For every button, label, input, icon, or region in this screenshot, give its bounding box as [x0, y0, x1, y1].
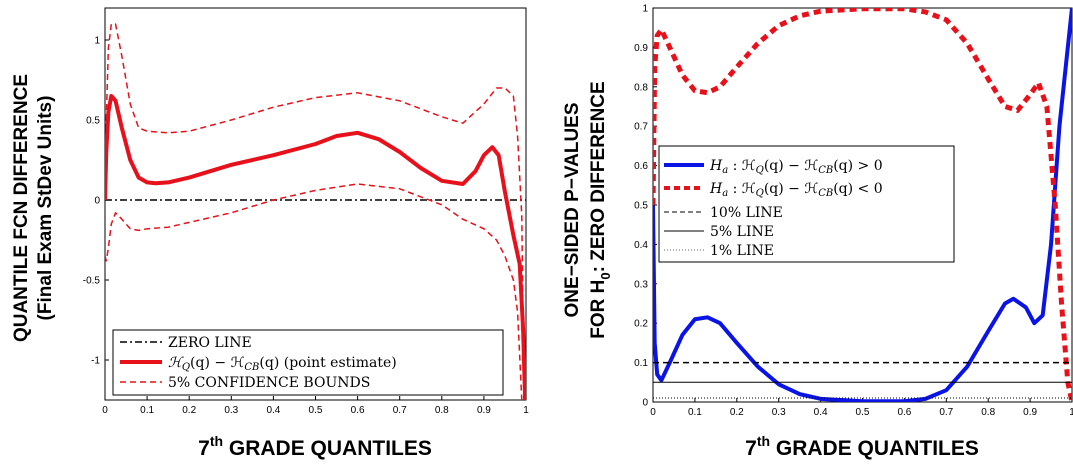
left-xtick-label: 0.2 [182, 405, 196, 416]
legend-10pct-label: 10% LINE [710, 205, 783, 221]
left-ytick-label: 1 [94, 36, 100, 47]
right-xtick-label: 1 [1069, 407, 1073, 418]
legend-1pct-label: 1% LINE [710, 243, 774, 259]
left-xtick-label: 0.5 [309, 405, 323, 416]
legend-5pct-label: 5% LINE [710, 224, 774, 240]
left-xtick-label: 0.4 [266, 405, 280, 416]
legend-positive-label: Ha : ℋQ(q) − ℋCB(q) > 0 [709, 158, 883, 176]
legend-point-estimate-label: ℋQ(q) − ℋCB(q) (point estimate) [168, 355, 397, 373]
right-ytick-label: 0.4 [634, 240, 648, 251]
left-series-line-3 [105, 183, 523, 400]
right-legend-box [658, 145, 955, 263]
right-xlabel: 7th GRADE QUANTILES [745, 433, 979, 460]
left-xtick-label: 0 [102, 405, 108, 416]
right-xtick-label: 0.9 [1023, 407, 1037, 418]
right-xtick-label: 0.3 [772, 407, 786, 418]
legend-negative-label: Ha : ℋQ(q) − ℋCB(q) < 0 [709, 181, 883, 199]
right-chart: 0 0.1 0.2 0.3 0.4 0.5 0.6 0.7 0.8 0.9 1 0 0.1 0.2 0.3 0… [562, 4, 1073, 461]
left-xtick-label: 0.8 [435, 405, 449, 416]
left-series-line-2 [105, 23, 525, 400]
left-ylabel-line2: (Final Exam StDev Units) [35, 96, 56, 321]
left-legend: ZERO LINE ℋQ(q) − ℋCB(q) (point estimate… [112, 329, 504, 396]
left-xtick-label: 0.7 [393, 405, 407, 416]
left-legend-box [112, 329, 504, 396]
left-series [105, 23, 526, 400]
right-ytick-label: 0 [642, 398, 648, 409]
right-xtick-label: 0.5 [856, 407, 870, 418]
legend-confidence-label: 5% CONFIDENCE BOUNDS [168, 375, 370, 391]
right-ytick-label: 0.9 [634, 43, 648, 54]
left-ytick-label: 0 [94, 196, 100, 207]
left-xlabel: 7th GRADE QUANTILES [198, 433, 432, 460]
right-series [653, 8, 1072, 402]
right-ytick-label: 0.8 [634, 82, 648, 93]
left-ytick-label: -0.5 [83, 276, 101, 287]
left-xtick-label: 0.1 [140, 405, 154, 416]
right-xtick-label: 0.1 [688, 407, 702, 418]
right-ytick-label: 0.5 [634, 201, 648, 212]
left-ylabel-line1: QUANTILE FCN DIFFERENCE [11, 74, 32, 342]
right-ylabel-line2: FOR H0: ZERO DIFFERENCE [588, 81, 613, 338]
right-xtick-label: 0.6 [897, 407, 911, 418]
right-ytick-label: 0.3 [634, 279, 648, 290]
right-series-line-0 [653, 8, 1072, 402]
right-ytick-label: 0.6 [634, 161, 648, 172]
right-ylabel-line1: ONE−SIDED P−VALUES [562, 102, 583, 317]
left-chart: 0 0.1 0.2 0.3 0.4 0.5 0.6 0.7 0.8 0.9 1 -1 -0.5 0 0.5 1… [11, 7, 529, 460]
left-ticks: 0 0.1 0.2 0.3 0.4 0.5 0.6 0.7 0.8 0.9 1 -1 -0.5 0 0.5 1 [83, 36, 529, 417]
right-ytick-label: 0.2 [634, 319, 648, 330]
right-ytick-label: 0.1 [634, 358, 648, 369]
legend-zero-line-label: ZERO LINE [168, 335, 252, 351]
right-xtick-label: 0.4 [814, 407, 828, 418]
right-xtick-label: 0.8 [981, 407, 995, 418]
left-series-line-1 [105, 94, 526, 400]
right-series-line-1 [653, 8, 1072, 402]
right-ytick-label: 0.7 [634, 122, 648, 133]
left-ytick-label: -1 [91, 356, 100, 367]
left-xtick-label: 1 [523, 405, 529, 416]
right-xtick-label: 0.7 [939, 407, 953, 418]
left-xtick-label: 0.9 [477, 405, 491, 416]
right-ytick-label: 1 [642, 4, 648, 15]
right-ticks: 0 0.1 0.2 0.3 0.4 0.5 0.6 0.7 0.8 0.9 1 0 0.1 0.2 0.3 0… [634, 4, 1073, 419]
right-legend: Ha : ℋQ(q) − ℋCB(q) > 0 Ha : ℋQ(q) − ℋCB… [658, 145, 955, 263]
right-xtick-label: 0 [650, 407, 656, 418]
right-xtick-label: 0.2 [730, 407, 744, 418]
left-xtick-label: 0.6 [351, 405, 365, 416]
left-ytick-label: 0.5 [86, 116, 100, 127]
left-xtick-label: 0.3 [224, 405, 238, 416]
